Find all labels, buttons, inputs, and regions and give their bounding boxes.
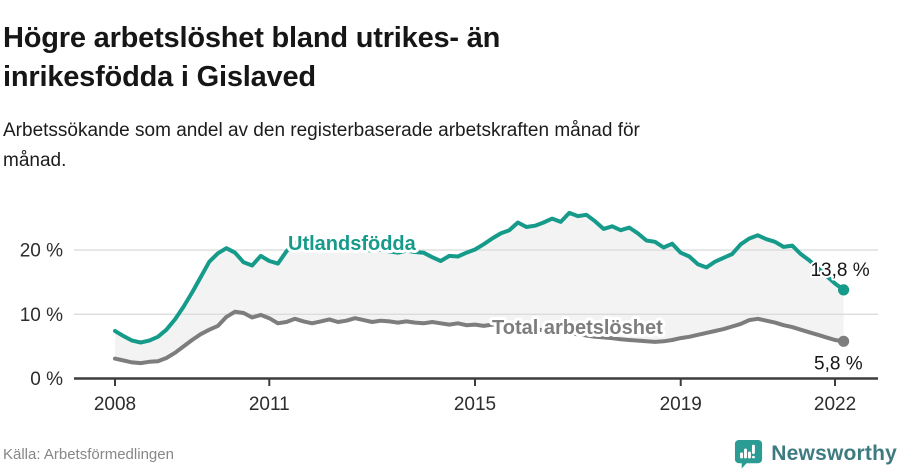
page-title: Högre arbetslöshet bland utrikes- än inri… bbox=[3, 19, 500, 97]
chart-subtitle: Arbetssökande som andel av den registerb… bbox=[3, 116, 640, 176]
y-axis-label-0pct: 0 % bbox=[30, 369, 63, 390]
utlandsfodda-end-value-label: 13,8 % bbox=[810, 260, 869, 281]
chart-subtitle-line1: Arbetssökande som andel av den registerb… bbox=[3, 120, 640, 141]
between-series-fill bbox=[115, 212, 844, 364]
total-arbetsloshet-end-value-label: 5,8 % bbox=[814, 353, 863, 374]
chart-subtitle-line2: månad. bbox=[3, 150, 67, 171]
total-arbetsloshet-line bbox=[113, 309, 846, 366]
unemployment-line-chart: 0 % 10 % 20 % 2008 2011 2015 2019 2022 Utlandsfö… bbox=[20, 210, 878, 415]
x-axis-label-2015: 2015 bbox=[454, 394, 496, 415]
page-title-line2: inrikesfödda i Gislaved bbox=[3, 61, 316, 94]
newsworthy-logo-icon bbox=[735, 439, 763, 469]
utlandsfodda-series-label: Utlandsfödda bbox=[288, 233, 417, 255]
page-title-line1: Högre arbetslöshet bland utrikes- än bbox=[3, 22, 501, 55]
x-axis-label-2008: 2008 bbox=[94, 394, 136, 415]
y-axis-label-20pct: 20 % bbox=[20, 241, 63, 262]
utlandsfodda-endpoint-dot bbox=[838, 284, 850, 296]
y-axis-label-10pct: 10 % bbox=[20, 305, 63, 326]
x-axis-label-2019: 2019 bbox=[660, 394, 702, 415]
total-arbetsloshet-series-label: Total arbetslöshet bbox=[492, 317, 663, 339]
utlandsfodda-line bbox=[113, 210, 846, 345]
bar-chart-icon bbox=[740, 444, 756, 459]
source-note: Källa: Arbetsförmedlingen bbox=[3, 446, 174, 463]
newsworthy-logo: Newsworthy bbox=[733, 438, 897, 469]
x-axis-label-2011: 2011 bbox=[249, 394, 290, 415]
total-arbetsloshet-endpoint-dot bbox=[838, 335, 850, 347]
newsworthy-wordmark: Newsworthy bbox=[771, 441, 897, 465]
x-axis-label-2022: 2022 bbox=[814, 394, 856, 415]
